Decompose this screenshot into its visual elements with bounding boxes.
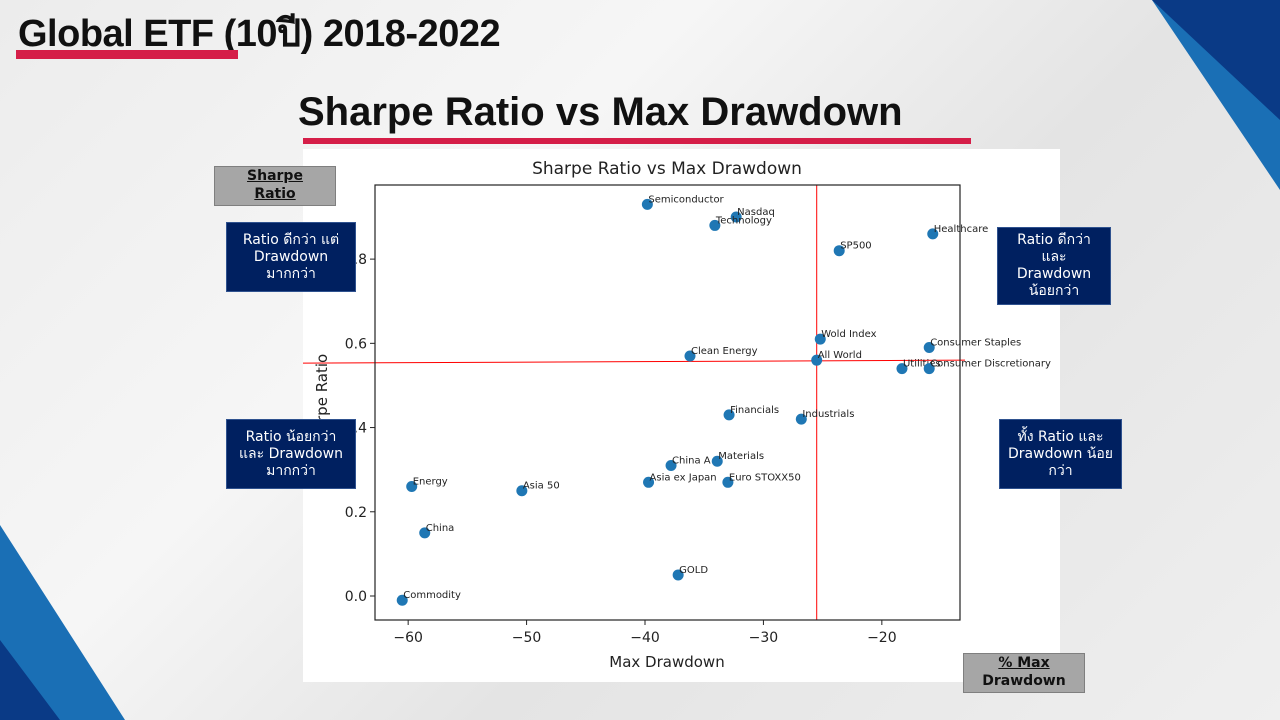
x-axis-tag-line1: % Max [998, 655, 1050, 671]
data-point [406, 481, 418, 493]
data-point-label: China [426, 523, 455, 534]
data-point [419, 527, 431, 539]
x-tick-label: −30 [749, 630, 779, 646]
data-point [927, 228, 939, 240]
quadrant-bottom-right: ทั้ง Ratio และ Drawdown น้อยกว่า [999, 419, 1122, 489]
subtitle-underline [303, 138, 971, 144]
data-point [516, 485, 528, 497]
x-axis-tag-line2: Drawdown [982, 673, 1066, 689]
data-point [665, 459, 677, 471]
y-tick-label: 0.0 [345, 589, 367, 605]
data-point-label: Wold Index [821, 329, 876, 340]
x-axis-tag: % Max Drawdown [963, 653, 1085, 693]
data-point-label: Asia ex Japan [650, 472, 717, 483]
plot-frame [374, 184, 961, 621]
data-point-label: Commodity [403, 590, 461, 601]
data-point-label: Healthcare [934, 224, 989, 235]
data-point [684, 350, 696, 362]
data-point [709, 219, 721, 231]
data-point-label: SP500 [840, 241, 871, 252]
data-point-label: China A [672, 455, 711, 466]
title-underline [16, 50, 238, 59]
data-point [730, 211, 742, 223]
y-tick-label: 0.2 [345, 505, 367, 521]
slide-title: Global ETF (10ปี) 2018-2022 [18, 13, 501, 55]
x-tick-label: −40 [630, 630, 660, 646]
data-point-label: Industrials [802, 409, 854, 420]
data-point-label: Consumer Staples [930, 338, 1021, 349]
quadrant-top-left: Ratio ดีกว่า แต่ Drawdown มากกว่า [226, 222, 356, 292]
data-point-label: Technology [715, 215, 772, 226]
data-point-label: Euro STOXX50 [729, 472, 801, 483]
data-point [833, 245, 845, 257]
data-point [923, 342, 935, 354]
data-point [896, 363, 908, 375]
x-tick-label: −60 [393, 630, 423, 646]
horizontal-reference-line [302, 359, 966, 364]
x-tick-label: −50 [512, 630, 542, 646]
data-point-label: Materials [718, 451, 764, 462]
data-point-label: Clean Energy [691, 346, 758, 357]
slide-subtitle: Sharpe Ratio vs Max Drawdown [298, 90, 903, 134]
y-axis-tag-line2: Ratio [254, 186, 296, 202]
quadrant-bottom-left: Ratio น้อยกว่า และ Drawdown มากกว่า [226, 419, 356, 489]
data-point [811, 354, 823, 366]
quadrant-top-right: Ratio ดีกว่า และ Drawdown น้อยกว่า [997, 227, 1111, 305]
data-point-label: Consumer Discretionary [930, 359, 1051, 370]
data-point [723, 409, 735, 421]
data-point [711, 455, 723, 467]
data-point [643, 476, 655, 488]
data-point-label: Financials [730, 405, 779, 416]
data-point [795, 413, 807, 425]
y-axis-tag-line1: Sharpe [247, 168, 303, 184]
data-point-label: Asia 50 [523, 481, 560, 492]
data-point [814, 333, 826, 345]
y-tick-label: 0.6 [345, 336, 367, 352]
data-point-label: Utilities [903, 359, 941, 370]
data-point [672, 569, 684, 581]
data-point-label: GOLD [679, 565, 708, 576]
data-point-label: Semiconductor [648, 194, 724, 205]
data-point [722, 476, 734, 488]
data-point [923, 363, 935, 375]
chart-title: Sharpe Ratio vs Max Drawdown [532, 159, 802, 179]
data-point-label: Energy [413, 477, 448, 488]
y-axis-tag: Sharpe Ratio [214, 166, 336, 206]
data-point-label: Nasdaq [737, 207, 775, 218]
x-tick-label: −20 [867, 630, 897, 646]
data-point [396, 594, 408, 606]
data-point [641, 198, 653, 210]
data-point-label: All World [818, 350, 862, 361]
x-axis-label: Max Drawdown [609, 653, 724, 671]
